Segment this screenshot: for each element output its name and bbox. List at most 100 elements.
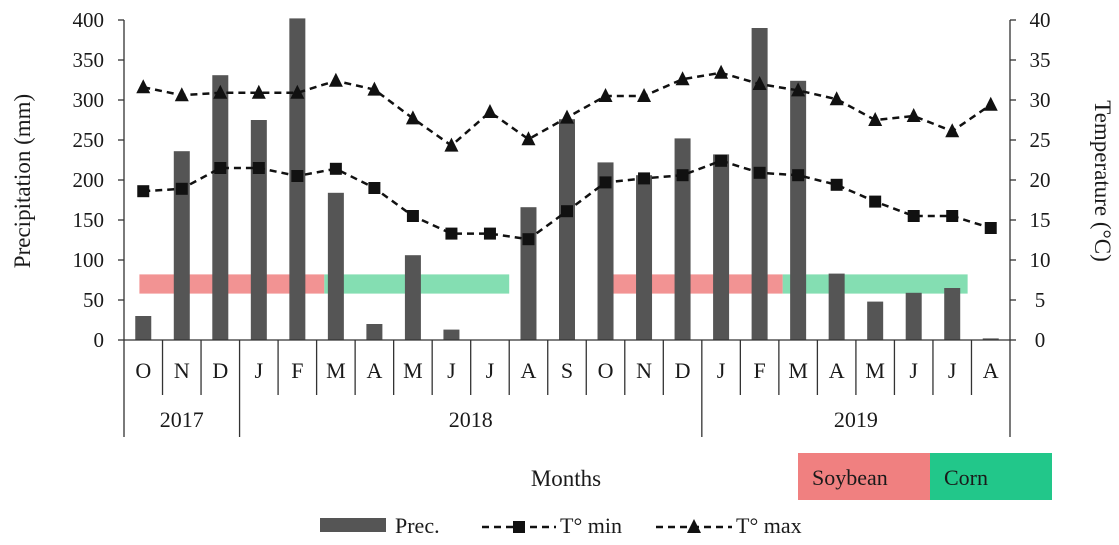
y-left-tick-label: 400 [73, 8, 105, 32]
month-label: J [909, 358, 918, 383]
tmin-point [214, 162, 227, 174]
precip-bar [212, 75, 229, 340]
tmax-point [983, 96, 998, 111]
month-label: O [135, 358, 151, 383]
precip-bar [135, 316, 152, 340]
month-label: J [948, 358, 957, 383]
precip-bar [982, 338, 999, 340]
tmax-point [328, 72, 343, 87]
precip-bar [520, 207, 537, 340]
tmax-point [868, 112, 883, 126]
tmax-point [791, 82, 806, 97]
crop-legend-label-soybean: Soybean [812, 465, 888, 490]
precip-bar [867, 301, 884, 340]
month-label: N [174, 358, 190, 383]
month-label: J [717, 358, 726, 383]
crop-legend-swatch-corn [930, 453, 1052, 500]
y-left-tick-label: 350 [73, 48, 105, 72]
legend-tmax-label: T° max [736, 513, 802, 538]
tmin-point [946, 210, 959, 222]
month-label: M [788, 358, 808, 383]
y-right-tick-label: 30 [1030, 88, 1051, 112]
x-axis-title: Months [531, 466, 601, 491]
y-left-tick-label: 0 [94, 328, 105, 352]
month-label: N [636, 358, 652, 383]
tmax-point [367, 81, 382, 96]
y-left-tick-label: 200 [73, 168, 105, 192]
tmax-point [829, 91, 844, 106]
tmin-point [252, 162, 265, 174]
month-label: D [212, 358, 228, 383]
legend-tmax-marker [687, 519, 701, 533]
precip-bar [173, 151, 190, 340]
precip-bar [944, 288, 961, 340]
y-left-tick-label: 100 [73, 248, 105, 272]
tmin-point [984, 222, 997, 234]
tmax-point [945, 123, 960, 138]
tmax-point [482, 104, 497, 118]
tmax-point [213, 84, 228, 99]
month-label: A [366, 358, 382, 383]
year-label: 2019 [834, 407, 878, 432]
tmin-point [137, 185, 150, 198]
axes: 0 50 100 150 200 250 300 350 400 0 5 10 15 20 25 30 35 40 [73, 8, 1051, 352]
tmin-point [792, 169, 805, 182]
crop-legend: Soybean Corn [798, 453, 1052, 500]
tmax-point [405, 110, 420, 125]
crop-band-4 [782, 274, 968, 294]
tmin-point [368, 182, 381, 194]
y-left-tick-label: 300 [73, 88, 105, 112]
tmax-point [521, 131, 536, 146]
y-right-tick-label: 40 [1030, 8, 1051, 32]
tmax-point [290, 84, 305, 99]
precip-bar [828, 273, 845, 340]
legend-tmin-marker [513, 521, 525, 533]
precip-bar [366, 324, 383, 340]
tmin-point [638, 172, 651, 185]
tmin-point [715, 154, 728, 167]
precip-bar [404, 255, 421, 340]
precip-bar [250, 120, 267, 340]
tmin-point [329, 162, 342, 175]
tmin-point [830, 178, 843, 191]
tmax-point [174, 87, 189, 102]
crop-legend-swatch-soybean [798, 453, 930, 500]
y-right-tick-label: 5 [1035, 288, 1046, 312]
year-label: 2018 [449, 407, 493, 432]
tmin-point [522, 233, 535, 246]
tmin-point [291, 170, 304, 182]
precip-bar [905, 292, 922, 340]
month-label: A [521, 358, 537, 383]
precip-bar [674, 138, 691, 340]
precip-bar [597, 162, 614, 340]
crop-legend-label-corn: Corn [944, 465, 988, 490]
series-legend: Prec. T° min T° max [320, 513, 802, 538]
tmax-point [675, 71, 690, 86]
tmax-point [906, 108, 921, 122]
tmin-point [483, 227, 496, 240]
month-label: M [403, 358, 423, 383]
y-right-tick-label: 25 [1030, 128, 1051, 152]
tmin-point [753, 166, 766, 179]
month-label: J [486, 358, 495, 383]
month-label: F [753, 358, 765, 383]
month-label: J [447, 358, 456, 383]
month-label: A [983, 358, 999, 383]
tmin-point [445, 227, 458, 240]
tmin-point [561, 205, 573, 218]
tmin-point [907, 210, 920, 222]
month-label: S [561, 358, 573, 383]
month-label: F [291, 358, 303, 383]
tmin-point [869, 195, 882, 208]
year-label: 2017 [160, 407, 204, 432]
y-left-tick-label: 50 [83, 288, 104, 312]
precip-bar [790, 80, 807, 341]
tmin-point [406, 210, 419, 222]
month-label: M [326, 358, 346, 383]
y-left-tick-label: 250 [73, 128, 105, 152]
tmax-point [136, 79, 151, 94]
precip-bar [443, 329, 460, 340]
precip-bar [713, 154, 730, 340]
